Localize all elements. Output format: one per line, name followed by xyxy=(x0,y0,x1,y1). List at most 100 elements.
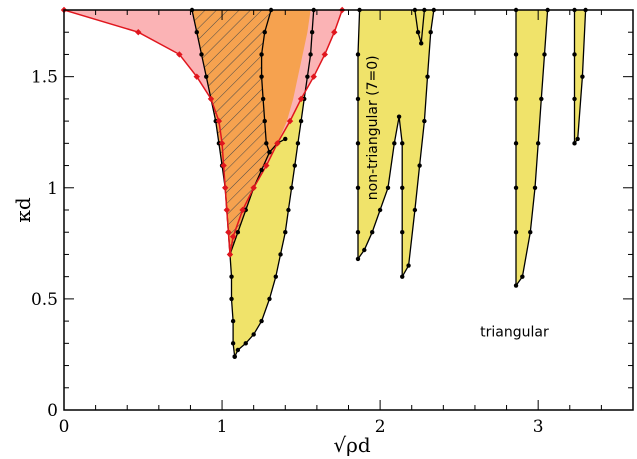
black-point xyxy=(251,332,256,337)
red-point xyxy=(220,162,227,169)
black-point xyxy=(355,96,361,102)
y-tick-label: 0 xyxy=(47,401,58,421)
black-point xyxy=(194,30,199,35)
annotation-triangular: triangular xyxy=(480,325,549,341)
red-point xyxy=(218,140,226,147)
black-point xyxy=(412,207,418,213)
black-point xyxy=(229,296,234,302)
black-point xyxy=(235,230,241,235)
curve-lobe-3-curve xyxy=(515,10,549,288)
tick-labels: 0 1 2 3 0 0.5 1 1.5 xyxy=(31,68,544,437)
black-point xyxy=(580,74,585,79)
black-point xyxy=(419,41,424,46)
black-point xyxy=(422,118,427,124)
black-point xyxy=(513,230,519,235)
black-point xyxy=(283,136,288,142)
black-point xyxy=(199,52,204,57)
black-point xyxy=(542,52,547,57)
black-point xyxy=(355,141,361,146)
red-point xyxy=(310,73,317,80)
annotation-non-triangular: non-triangular (7=0) xyxy=(365,55,381,200)
black-point xyxy=(400,230,405,235)
y-tick-label: 1 xyxy=(47,179,58,199)
black-point xyxy=(259,318,264,324)
black-point xyxy=(289,185,294,190)
black-point xyxy=(362,247,367,253)
black-point xyxy=(286,207,291,213)
red-point xyxy=(263,162,270,169)
black-point xyxy=(309,30,315,35)
black-point xyxy=(425,74,430,79)
axis-ticks xyxy=(63,9,634,411)
red-point xyxy=(222,184,229,191)
x-tick-label: 0 xyxy=(59,417,70,437)
black-point xyxy=(513,185,519,190)
black-point xyxy=(513,141,519,146)
black-point xyxy=(295,141,301,146)
red-point xyxy=(250,184,257,191)
boundary-curves xyxy=(64,10,587,357)
black-point xyxy=(396,114,402,119)
curve-lobe-2-spike xyxy=(414,10,426,44)
yellow-region-lobe-4 xyxy=(574,10,586,144)
black-point xyxy=(260,96,266,102)
black-point xyxy=(532,185,538,190)
black-point xyxy=(539,96,544,102)
y-tick-label: 0.5 xyxy=(31,290,58,310)
black-point xyxy=(308,52,313,57)
red-point xyxy=(215,117,223,125)
black-point xyxy=(355,256,361,262)
black-point xyxy=(392,141,397,146)
red-point xyxy=(226,251,234,258)
plot-frame xyxy=(63,9,634,411)
black-point xyxy=(292,163,297,168)
red-point xyxy=(286,117,294,125)
black-point xyxy=(575,136,580,142)
x-axis-label: √ρd xyxy=(333,433,371,457)
black-point xyxy=(572,52,577,57)
red-point xyxy=(176,51,183,58)
black-point xyxy=(535,141,541,146)
red-point xyxy=(274,140,281,147)
black-point xyxy=(273,274,278,279)
red-point xyxy=(135,29,142,36)
curve-lobe-2-curve xyxy=(357,10,435,280)
black-point xyxy=(230,318,236,324)
red-point xyxy=(321,51,328,58)
black-point xyxy=(528,230,533,235)
black-point xyxy=(400,185,405,190)
black-point xyxy=(520,274,525,279)
black-point xyxy=(428,30,433,35)
x-tick-label: 2 xyxy=(375,417,386,437)
red-point xyxy=(229,233,237,240)
x-tick-label: 3 xyxy=(533,417,544,437)
data-points xyxy=(60,6,588,359)
black-point xyxy=(370,230,375,235)
black-point xyxy=(572,141,577,146)
black-point xyxy=(262,30,267,35)
black-point xyxy=(400,141,405,146)
black-point xyxy=(400,274,405,279)
black-point xyxy=(417,163,422,168)
black-point xyxy=(385,185,391,190)
curve-inner-hook xyxy=(260,10,272,153)
black-point xyxy=(513,283,519,288)
black-point xyxy=(513,96,519,102)
black-point xyxy=(572,96,577,102)
black-point xyxy=(235,347,241,353)
black-point xyxy=(259,74,264,79)
black-point xyxy=(230,341,236,346)
red-point xyxy=(225,229,232,236)
black-point xyxy=(204,74,209,79)
shaded-regions xyxy=(64,10,586,357)
red-point xyxy=(223,206,230,214)
red-point xyxy=(193,73,200,80)
black-point xyxy=(377,207,383,213)
black-point xyxy=(229,274,234,279)
black-point xyxy=(305,74,310,79)
black-point xyxy=(278,252,283,257)
black-point xyxy=(298,118,304,124)
y-axis-label: κd xyxy=(11,197,35,223)
black-point xyxy=(267,296,272,302)
